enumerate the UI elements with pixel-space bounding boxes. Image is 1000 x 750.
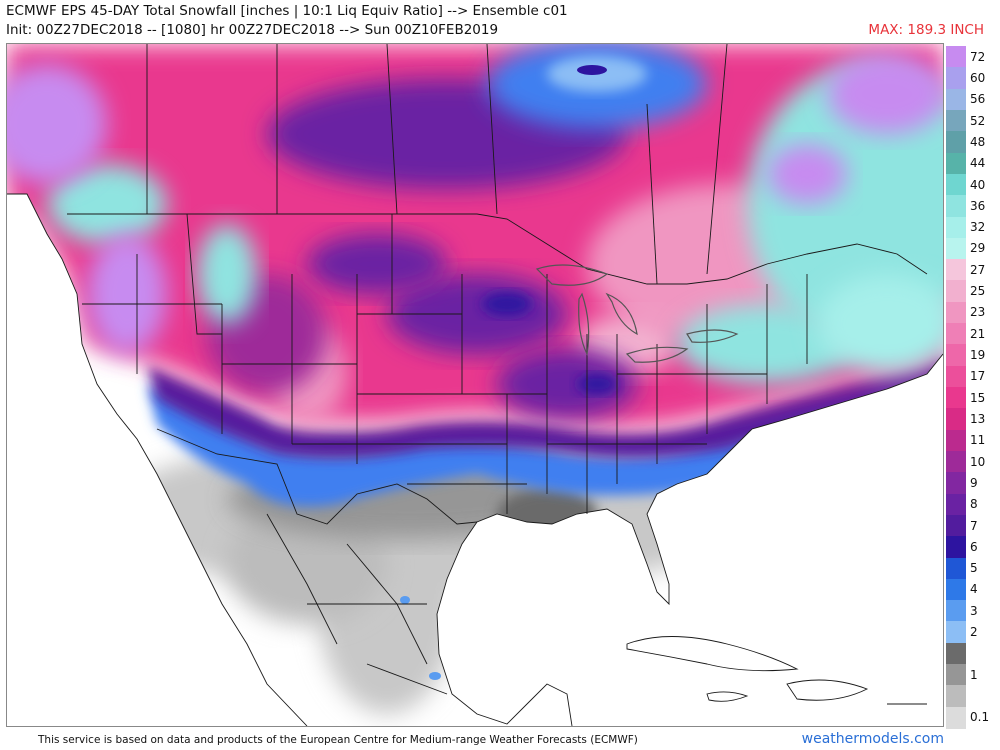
great-lakes bbox=[535, 264, 739, 363]
boundaries bbox=[7, 44, 943, 726]
legend-label: 6 bbox=[970, 539, 978, 554]
legend-label: 19 bbox=[970, 348, 986, 363]
legend-swatch bbox=[946, 621, 966, 644]
legend-swatch bbox=[946, 195, 966, 217]
legend-label: 44 bbox=[970, 156, 986, 171]
legend-label: 3 bbox=[970, 603, 978, 618]
legend-label: 0.1 bbox=[970, 710, 990, 725]
legend-swatch bbox=[946, 131, 966, 154]
legend-label: 21 bbox=[970, 326, 986, 341]
legend-label: 13 bbox=[970, 411, 986, 426]
legend-swatch bbox=[946, 323, 966, 345]
legend-label: 60 bbox=[970, 70, 986, 85]
map-title: ECMWF EPS 45-DAY Total Snowfall [inches … bbox=[6, 3, 568, 19]
legend-label: 1 bbox=[970, 667, 978, 682]
legend-swatch bbox=[946, 557, 966, 580]
legend-swatch bbox=[946, 600, 966, 622]
legend-swatch bbox=[946, 216, 966, 239]
legend-swatch bbox=[946, 664, 966, 686]
legend-swatch bbox=[946, 259, 966, 281]
legend-label: 15 bbox=[970, 390, 986, 405]
site-link[interactable]: weathermodels.com bbox=[801, 731, 944, 747]
heavy-snow-region bbox=[387, 274, 567, 354]
legend-swatch bbox=[946, 578, 966, 601]
legend-label: 32 bbox=[970, 220, 986, 235]
legend-swatch bbox=[946, 706, 966, 729]
legend-swatch bbox=[946, 536, 966, 558]
legend-swatch bbox=[946, 152, 966, 175]
legend-swatch bbox=[946, 67, 966, 90]
legend-label: 40 bbox=[970, 177, 986, 192]
us-mexico-border bbox=[156, 428, 478, 525]
legend-label: 5 bbox=[970, 561, 978, 576]
legend-swatch bbox=[946, 280, 966, 303]
legend-swatch bbox=[946, 46, 966, 68]
legend-swatch bbox=[946, 450, 966, 473]
legend-swatch bbox=[946, 365, 966, 388]
legend-label: 10 bbox=[970, 454, 986, 469]
legend-swatch bbox=[946, 429, 966, 452]
legend-label: 7 bbox=[970, 518, 978, 533]
legend-label: 27 bbox=[970, 262, 986, 277]
legend-label: 11 bbox=[970, 433, 986, 448]
max-value-label: MAX: 189.3 INCH bbox=[868, 22, 984, 38]
legend-label: 23 bbox=[970, 305, 986, 320]
legend-label: 17 bbox=[970, 369, 986, 384]
legend-swatch bbox=[946, 514, 966, 537]
legend-label: 56 bbox=[970, 92, 986, 107]
legend-label: 25 bbox=[970, 284, 986, 299]
coastline bbox=[7, 193, 308, 726]
legend-label: 8 bbox=[970, 497, 978, 512]
legend-label: 2 bbox=[970, 625, 978, 640]
data-source-disclaimer: This service is based on data and produc… bbox=[38, 734, 638, 746]
snowfall-map bbox=[6, 43, 944, 727]
legend-swatch bbox=[946, 301, 966, 324]
map-subtitle: Init: 00Z27DEC2018 -- [1080] hr 00Z27DEC… bbox=[6, 22, 499, 38]
legend-swatch bbox=[946, 109, 966, 132]
us-canada-border bbox=[67, 213, 928, 285]
legend-swatch bbox=[946, 237, 966, 260]
legend-swatch bbox=[946, 685, 966, 708]
legend-swatch bbox=[946, 472, 966, 495]
legend-label: 72 bbox=[970, 49, 986, 64]
legend-label: 52 bbox=[970, 113, 986, 128]
legend-swatch bbox=[946, 408, 966, 431]
legend-label: 36 bbox=[970, 198, 986, 213]
legend-swatch bbox=[946, 88, 966, 111]
color-legend bbox=[946, 46, 966, 729]
legend-swatch bbox=[946, 344, 966, 367]
caribbean-islands bbox=[626, 636, 927, 705]
legend-swatch bbox=[946, 387, 966, 409]
legend-label: 9 bbox=[970, 475, 978, 490]
legend-label: 29 bbox=[970, 241, 986, 256]
legend-label: 48 bbox=[970, 134, 986, 149]
legend-swatch bbox=[946, 642, 966, 665]
legend-swatch bbox=[946, 493, 966, 516]
legend-swatch bbox=[946, 173, 966, 196]
legend-label: 4 bbox=[970, 582, 978, 597]
color-legend-labels: 72 60 56 52 48 44 40 36 32 29 27 25 23 21 19 17 15 13 11 10… bbox=[968, 46, 1000, 728]
